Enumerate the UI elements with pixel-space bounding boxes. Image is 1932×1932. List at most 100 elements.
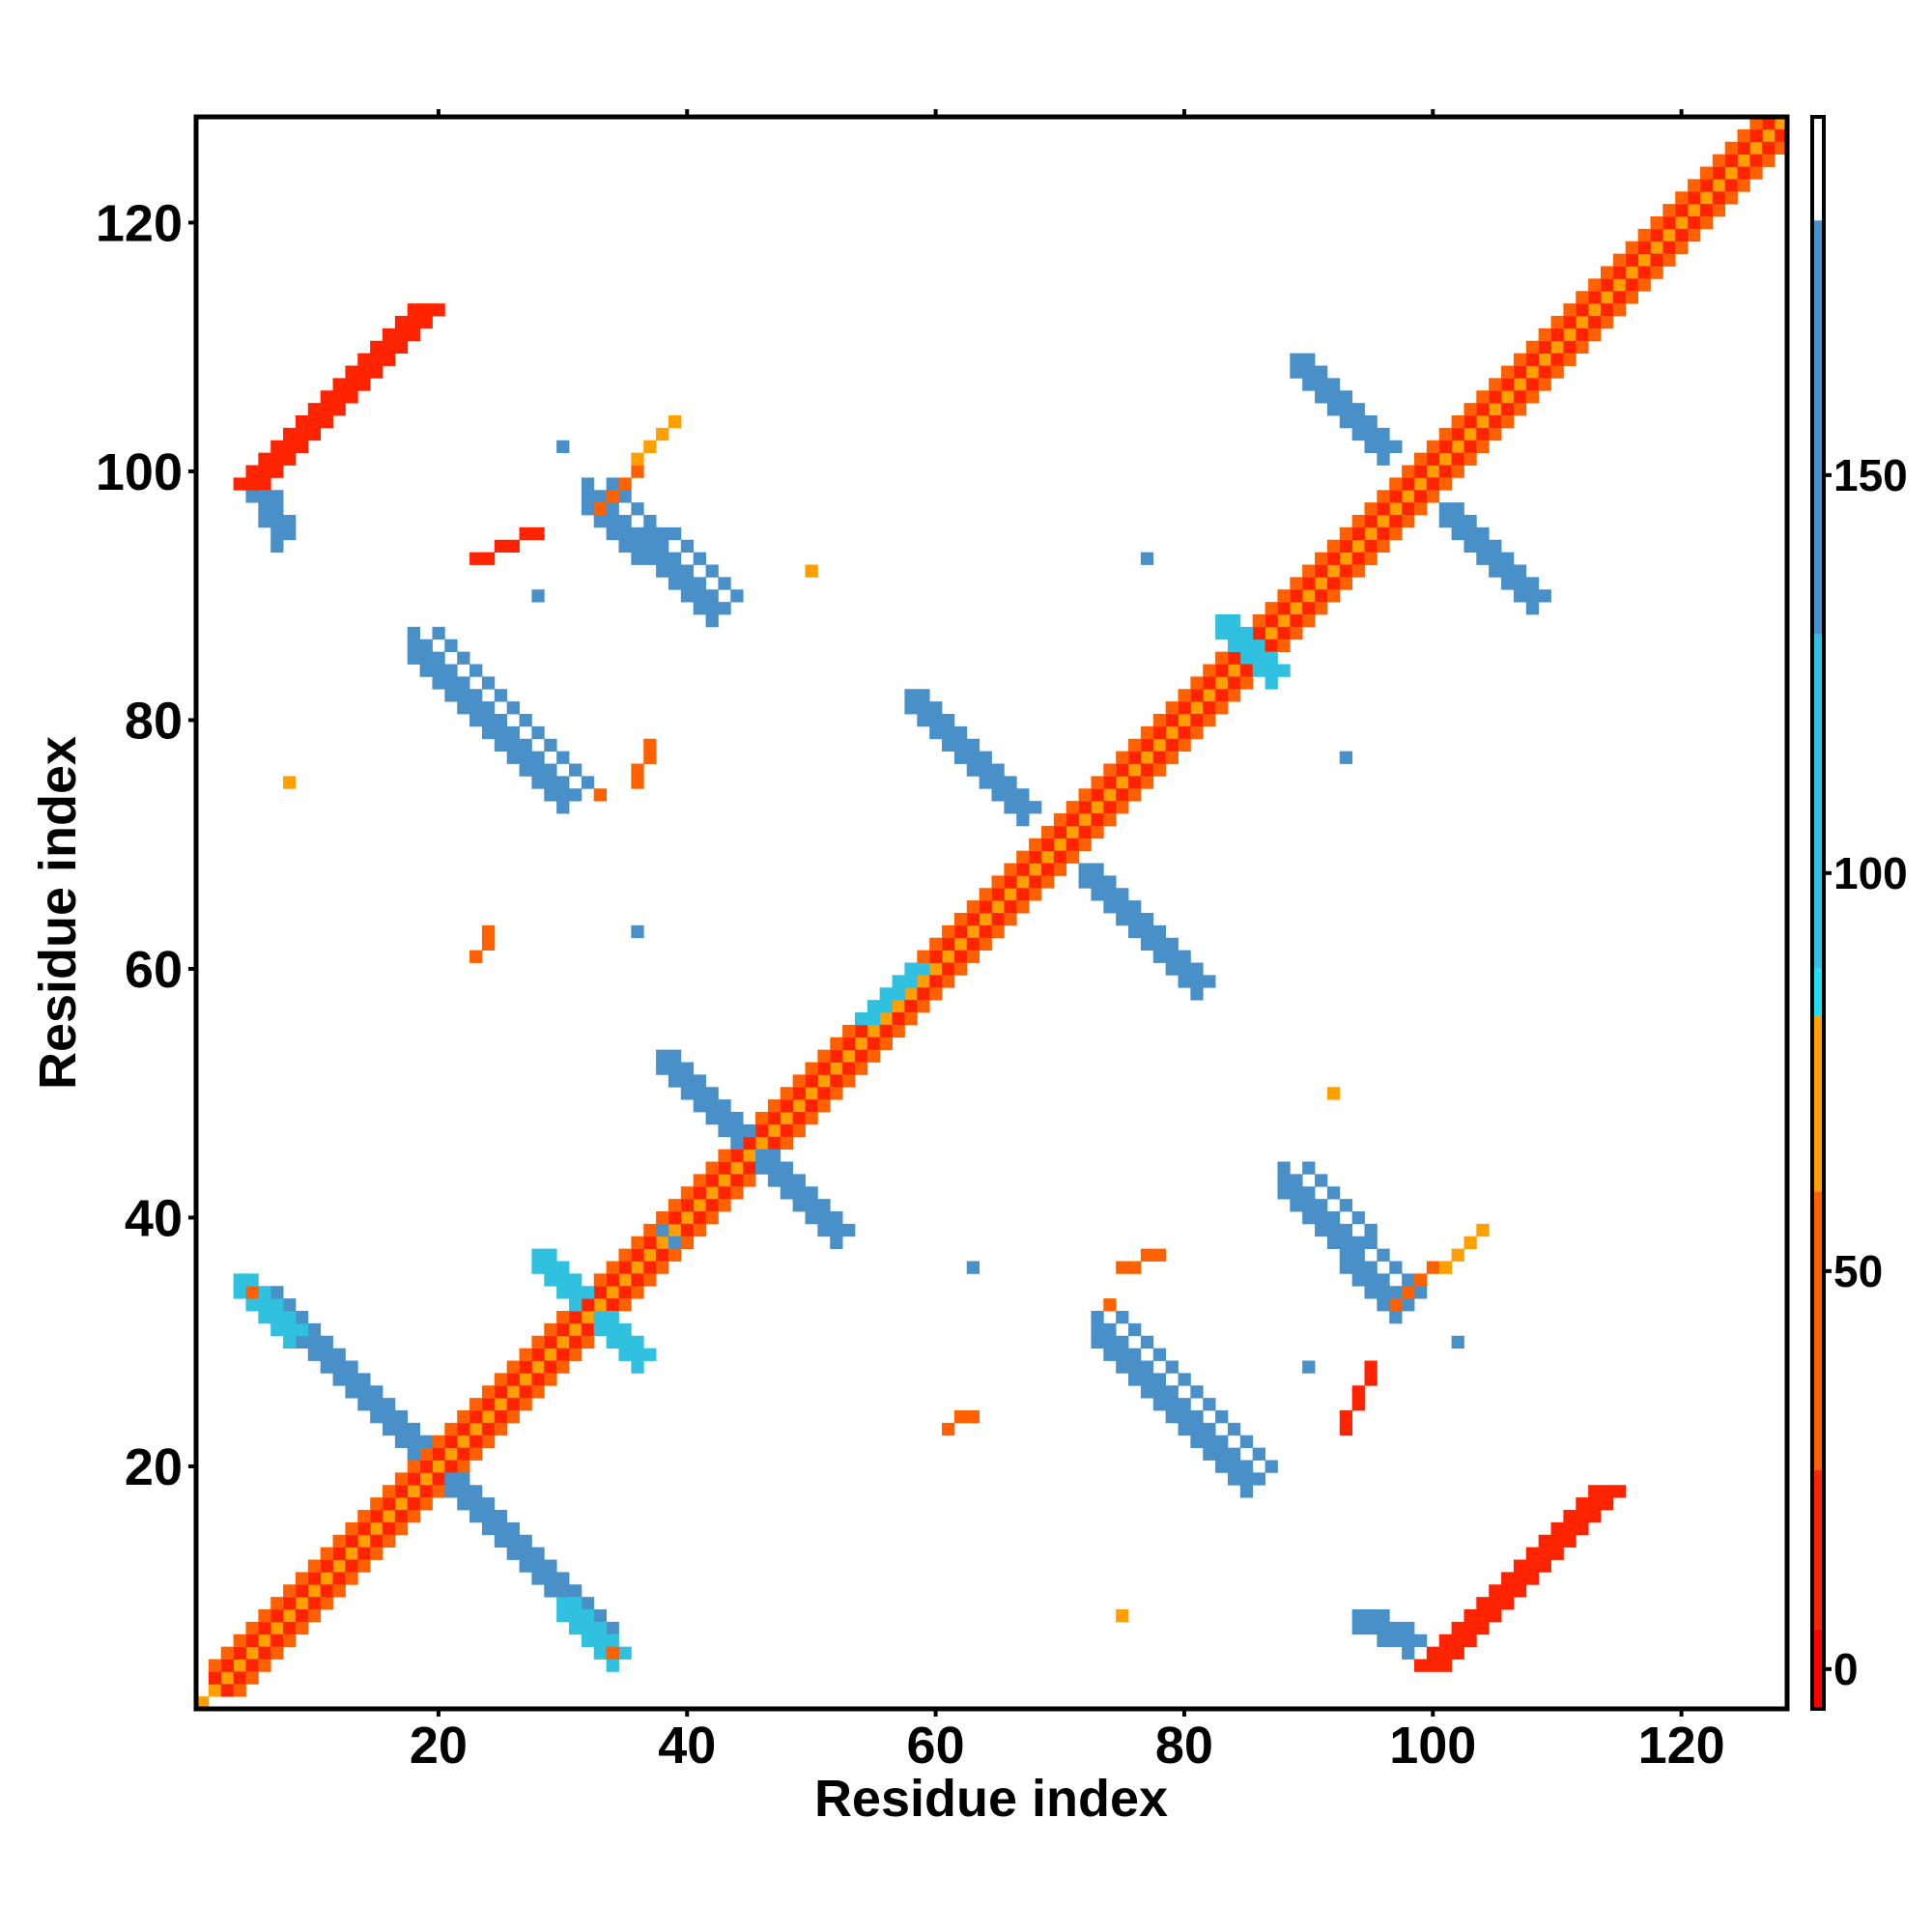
heatmap-cell	[656, 1223, 669, 1237]
heatmap-cell	[929, 950, 943, 963]
heatmap-cell	[1588, 303, 1602, 317]
heatmap-cell	[1501, 415, 1515, 429]
heatmap-cell	[830, 1049, 843, 1063]
heatmap-cell	[1402, 1646, 1415, 1660]
heatmap-cell	[1252, 626, 1265, 640]
heatmap-cell	[1637, 228, 1651, 242]
heatmap-cell	[556, 776, 570, 789]
heatmap-cell	[1290, 602, 1303, 615]
heatmap-cell	[1053, 863, 1067, 876]
heatmap-cell	[544, 788, 557, 802]
heatmap-cell	[680, 1074, 695, 1088]
heatmap-cell	[506, 725, 520, 740]
colorbar-frame	[1810, 115, 1826, 1711]
heatmap-cell	[283, 776, 297, 789]
heatmap-cell	[1563, 340, 1577, 355]
heatmap-cell	[1650, 216, 1663, 230]
heatmap-cell	[270, 490, 284, 503]
heatmap-cell	[345, 365, 358, 379]
heatmap-cell	[1438, 440, 1452, 454]
x-tick-label: 40	[658, 1717, 716, 1775]
heatmap-cell	[1302, 602, 1316, 615]
heatmap-cell	[693, 1087, 706, 1100]
heatmap-cell	[469, 950, 483, 963]
heatmap-cell	[631, 1236, 644, 1250]
heatmap-cell	[320, 390, 333, 404]
heatmap-cell	[394, 327, 409, 342]
heatmap-cell	[942, 924, 955, 939]
heatmap-cell	[307, 1584, 322, 1598]
heatmap-cell	[469, 1497, 483, 1511]
heatmap-cell	[606, 1646, 619, 1660]
heatmap-cell	[1377, 1621, 1390, 1635]
heatmap-cell	[419, 639, 433, 653]
heatmap-cell	[743, 1123, 756, 1138]
heatmap-cell	[668, 564, 682, 578]
heatmap-cell	[1438, 1646, 1452, 1660]
heatmap-cell	[1165, 1398, 1179, 1411]
heatmap-cell	[1550, 316, 1564, 329]
heatmap-cell	[357, 1510, 371, 1523]
heatmap-cell	[419, 316, 433, 329]
heatmap-cell	[879, 987, 893, 1001]
heatmap-cell	[1016, 788, 1030, 802]
heatmap-cell	[892, 1012, 905, 1026]
heatmap-cell	[383, 340, 396, 355]
heatmap-cell	[705, 1161, 719, 1175]
heatmap-cell	[270, 1634, 284, 1648]
heatmap-cell	[1326, 390, 1341, 404]
heatmap-cell	[680, 1186, 695, 1200]
heatmap-cell	[494, 1510, 508, 1523]
heatmap-cell	[1364, 1286, 1378, 1299]
heatmap-cell	[233, 1684, 246, 1697]
heatmap-cell	[656, 1236, 669, 1250]
heatmap-cell	[668, 1236, 682, 1250]
heatmap-cell	[1413, 1273, 1428, 1287]
heatmap-cell	[407, 316, 421, 329]
heatmap-cell	[283, 427, 297, 441]
colorbar-band	[1812, 220, 1824, 635]
heatmap-cell	[705, 589, 719, 603]
heatmap-cell	[904, 689, 918, 702]
heatmap-cell	[1152, 937, 1167, 952]
heatmap-cell	[556, 1311, 570, 1324]
heatmap-cell	[1326, 1223, 1341, 1237]
heatmap-cell	[1152, 738, 1167, 753]
heatmap-cell	[556, 1335, 570, 1350]
heatmap-cell	[1351, 1273, 1365, 1287]
heatmap-cell	[1239, 676, 1254, 690]
heatmap-cell	[656, 1248, 669, 1262]
heatmap-cell	[718, 1112, 731, 1125]
heatmap-cell	[1550, 1521, 1564, 1536]
heatmap-cell	[270, 1609, 284, 1623]
heatmap-cell	[1451, 1335, 1464, 1350]
heatmap-cell	[519, 526, 532, 541]
heatmap-cell	[531, 1547, 545, 1560]
heatmap-cell	[531, 589, 545, 603]
heatmap-cell	[618, 1646, 632, 1660]
heatmap-cell	[1501, 1584, 1515, 1598]
heatmap-cell	[544, 1335, 557, 1350]
heatmap-cell	[780, 1136, 794, 1151]
heatmap-cell	[544, 1248, 557, 1262]
heatmap-cell	[1053, 838, 1067, 852]
heatmap-cell	[1091, 825, 1104, 839]
heatmap-cell	[457, 1422, 470, 1436]
heatmap-cell	[1463, 515, 1477, 528]
heatmap-cell	[1538, 1559, 1551, 1573]
heatmap-cell	[1762, 117, 1776, 130]
heatmap-cell	[606, 502, 619, 516]
heatmap-cell	[1402, 1621, 1415, 1635]
heatmap-cell	[1152, 1398, 1167, 1411]
heatmap-cell	[693, 552, 706, 565]
heatmap-cell	[1091, 1322, 1104, 1337]
heatmap-cell	[1065, 850, 1079, 864]
heatmap-cell	[1277, 1186, 1291, 1200]
heatmap-cell	[357, 1385, 371, 1399]
heatmap-cell	[606, 1261, 619, 1274]
heatmap-cell	[1501, 577, 1515, 590]
heatmap-cell	[295, 1621, 309, 1635]
heatmap-cell	[1501, 365, 1515, 379]
heatmap-cell	[1140, 1385, 1154, 1399]
heatmap-cell	[1712, 179, 1726, 192]
